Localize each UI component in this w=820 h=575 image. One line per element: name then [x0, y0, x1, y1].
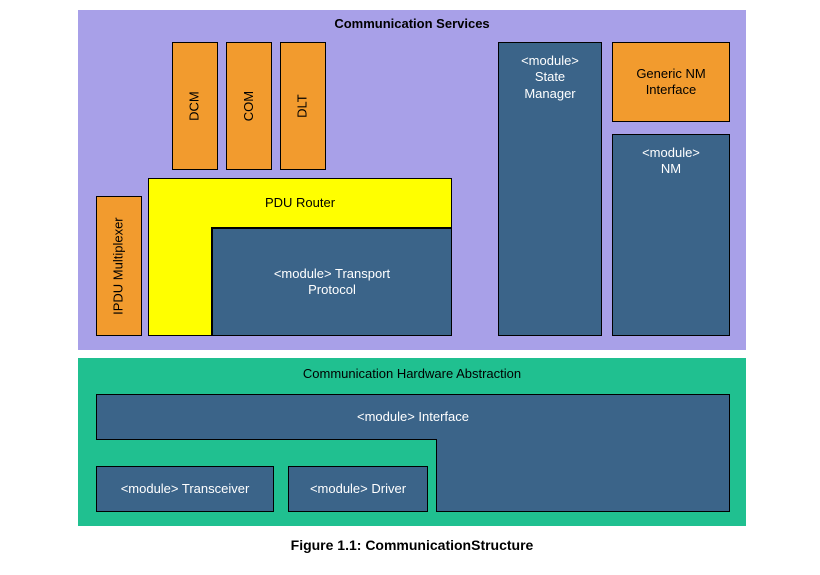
nm-module: <module> NM: [612, 134, 730, 336]
interface-seam: [437, 439, 729, 441]
state-label: <module> State Manager: [521, 53, 579, 102]
hw-title: Communication Hardware Abstraction: [78, 364, 746, 384]
transport-protocol: <module> Transport Protocol: [212, 228, 452, 336]
ipdu-multiplexer: IPDU Multiplexer: [96, 196, 142, 336]
dcm-box: DCM: [172, 42, 218, 170]
transport-label: <module> Transport Protocol: [274, 266, 390, 299]
interface-label: <module> Interface: [357, 409, 469, 425]
genericnm-label: Generic NM Interface: [636, 66, 705, 99]
ipdu-label: IPDU Multiplexer: [111, 217, 127, 315]
interface-module: <module> Interface: [96, 394, 730, 440]
pdu-router-label: PDU Router: [265, 195, 335, 211]
pdu-router: PDU Router: [148, 178, 452, 228]
com-box: COM: [226, 42, 272, 170]
generic-nm-interface: Generic NM Interface: [612, 42, 730, 122]
dcm-label: DCM: [187, 91, 203, 121]
com-label: COM: [241, 91, 257, 121]
driver-label: <module> Driver: [310, 481, 406, 497]
dlt-label: DLT: [295, 94, 311, 118]
services-title: Communication Services: [78, 14, 746, 34]
transceiver-module: <module> Transceiver: [96, 466, 274, 512]
state-manager: <module> State Manager: [498, 42, 602, 336]
pdu-router-seam: [149, 227, 211, 229]
dlt-box: DLT: [280, 42, 326, 170]
driver-module: <module> Driver: [288, 466, 428, 512]
figure-caption: Figure 1.1: CommunicationStructure: [78, 534, 746, 558]
nm-label: <module> NM: [642, 145, 700, 178]
xcvr-label: <module> Transceiver: [121, 481, 250, 497]
